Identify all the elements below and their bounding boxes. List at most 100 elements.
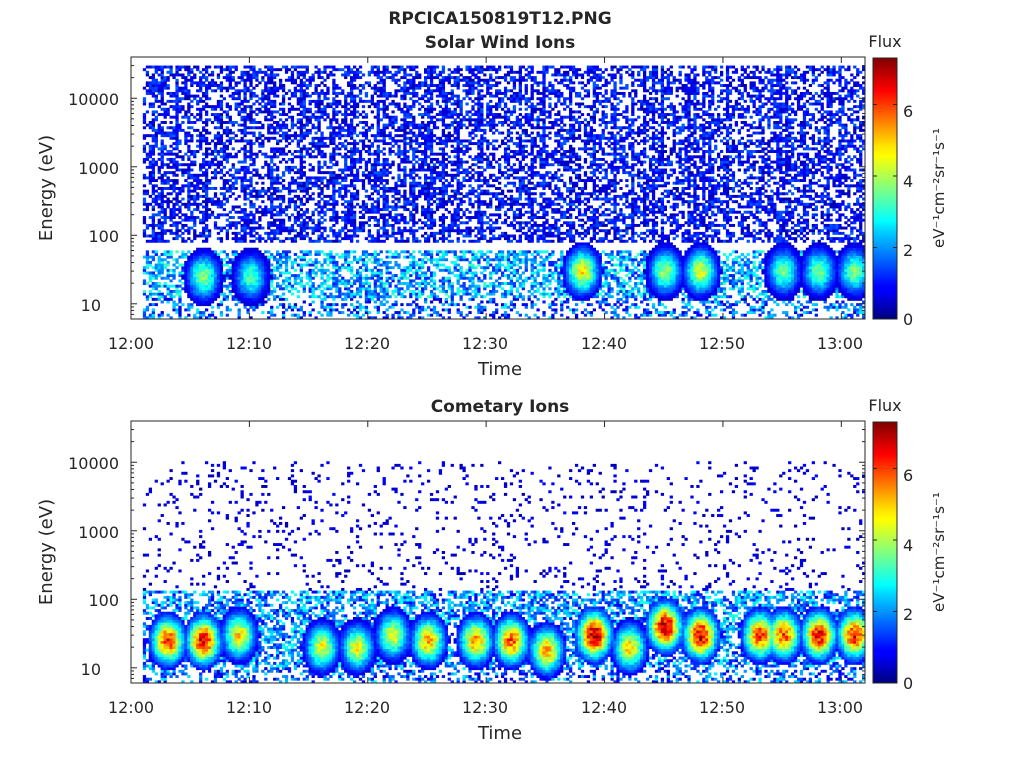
- heatmap-cell: [267, 279, 271, 283]
- heatmap-cell: [204, 192, 209, 196]
- heatmap-cell: [350, 160, 354, 164]
- heatmap-cell: [231, 258, 235, 262]
- heatmap-cell: [281, 187, 286, 190]
- heatmap-cell: [243, 297, 247, 301]
- heatmap-cell: [403, 274, 407, 278]
- heatmap-cell: [364, 176, 369, 180]
- heatmap-cell: [204, 308, 209, 312]
- heatmap-cell: [228, 121, 232, 124]
- heatmap-cell: [249, 121, 253, 124]
- heatmap-cell: [237, 279, 241, 283]
- heatmap-cell: [261, 70, 265, 74]
- heatmap-cell: [344, 253, 348, 256]
- heatmap-cell: [243, 279, 247, 283]
- heatmap-cell: [243, 176, 247, 180]
- heatmap-cell: [293, 123, 298, 127]
- heatmap-cell: [344, 115, 348, 119]
- heatmap-cell: [154, 250, 158, 254]
- heatmap-cell: [412, 65, 416, 69]
- heatmap-cell: [344, 76, 348, 80]
- heatmap-cell: [145, 176, 150, 180]
- heatmap-cell: [213, 126, 218, 130]
- heatmap-cell: [364, 144, 369, 148]
- heatmap-cell: [267, 234, 271, 238]
- heatmap-cell: [382, 134, 386, 138]
- heatmap-cell: [207, 300, 212, 304]
- heatmap-cell: [151, 292, 155, 296]
- heatmap-cell: [373, 274, 377, 278]
- heatmap-cell: [213, 255, 218, 259]
- heatmap-cell: [190, 216, 194, 219]
- heatmap-cell: [335, 160, 339, 164]
- heatmap-cell: [388, 76, 392, 80]
- heatmap-cell: [323, 239, 327, 243]
- heatmap-cell: [202, 99, 206, 103]
- heatmap-cell: [199, 89, 203, 93]
- heatmap-cell: [317, 268, 321, 272]
- heatmap-cell: [246, 179, 250, 183]
- heatmap-cell: [199, 187, 203, 190]
- heatmap-cell: [379, 263, 383, 267]
- heatmap-cell: [412, 289, 416, 293]
- heatmap-cell: [157, 105, 161, 109]
- heatmap-cell: [382, 200, 386, 204]
- heatmap-cell: [335, 266, 339, 270]
- heatmap-cell: [225, 171, 229, 175]
- heatmap-cell: [219, 160, 224, 164]
- heatmap-cell: [210, 287, 215, 291]
- heatmap-cell: [207, 263, 212, 267]
- heatmap-cell: [397, 253, 401, 256]
- heatmap-cell: [207, 208, 212, 212]
- heatmap-cell: [207, 118, 212, 122]
- heatmap-cell: [296, 155, 300, 159]
- heatmap-cell: [154, 189, 158, 193]
- heatmap-cell: [184, 171, 188, 175]
- heatmap-cell: [311, 292, 315, 296]
- heatmap-cell: [199, 253, 203, 256]
- heatmap-cell: [276, 142, 280, 146]
- heatmap-cell: [249, 65, 253, 69]
- heatmap-cell: [284, 266, 289, 270]
- heatmap-cell: [376, 284, 380, 288]
- heatmap-cell: [187, 110, 191, 114]
- heatmap-cell: [281, 173, 286, 177]
- heatmap-cell: [169, 73, 173, 77]
- heatmap-cell: [317, 171, 321, 175]
- heatmap-cell: [290, 237, 295, 241]
- heatmap-cell: [202, 187, 206, 190]
- heatmap-cell: [231, 295, 235, 299]
- heatmap-cell: [317, 210, 321, 214]
- heatmap-cell: [160, 234, 164, 238]
- heatmap-cell: [228, 136, 232, 140]
- heatmap-cell: [187, 208, 191, 212]
- heatmap-cell: [335, 202, 339, 206]
- heatmap-cell: [290, 313, 295, 317]
- heatmap-cell: [376, 118, 380, 122]
- heatmap-cell: [350, 81, 354, 85]
- heatmap-cell: [199, 289, 203, 293]
- heatmap-cell: [335, 131, 339, 135]
- heatmap-cell: [184, 260, 188, 264]
- heatmap-cell: [415, 221, 419, 225]
- heatmap-cell: [421, 94, 425, 98]
- heatmap-cell: [148, 316, 153, 320]
- heatmap-cell: [193, 218, 197, 222]
- heatmap-cell: [385, 229, 389, 233]
- heatmap-cell: [166, 292, 170, 296]
- heatmap-cell: [207, 142, 212, 146]
- heatmap-cell: [148, 292, 153, 296]
- heatmap-cell: [166, 216, 170, 219]
- heatmap-cell: [287, 218, 292, 222]
- heatmap-cell: [403, 150, 407, 153]
- heatmap-cell: [273, 187, 277, 190]
- heatmap-cell: [166, 179, 170, 183]
- heatmap-cell: [243, 213, 247, 217]
- heatmap-cell: [222, 173, 227, 177]
- heatmap-cell: [320, 99, 324, 103]
- heatmap-cell: [400, 308, 404, 312]
- heatmap-cell: [308, 226, 312, 230]
- heatmap-cell: [145, 297, 150, 301]
- heatmap-cell: [415, 160, 419, 164]
- heatmap-cell: [382, 282, 386, 285]
- heatmap-cell: [249, 171, 253, 175]
